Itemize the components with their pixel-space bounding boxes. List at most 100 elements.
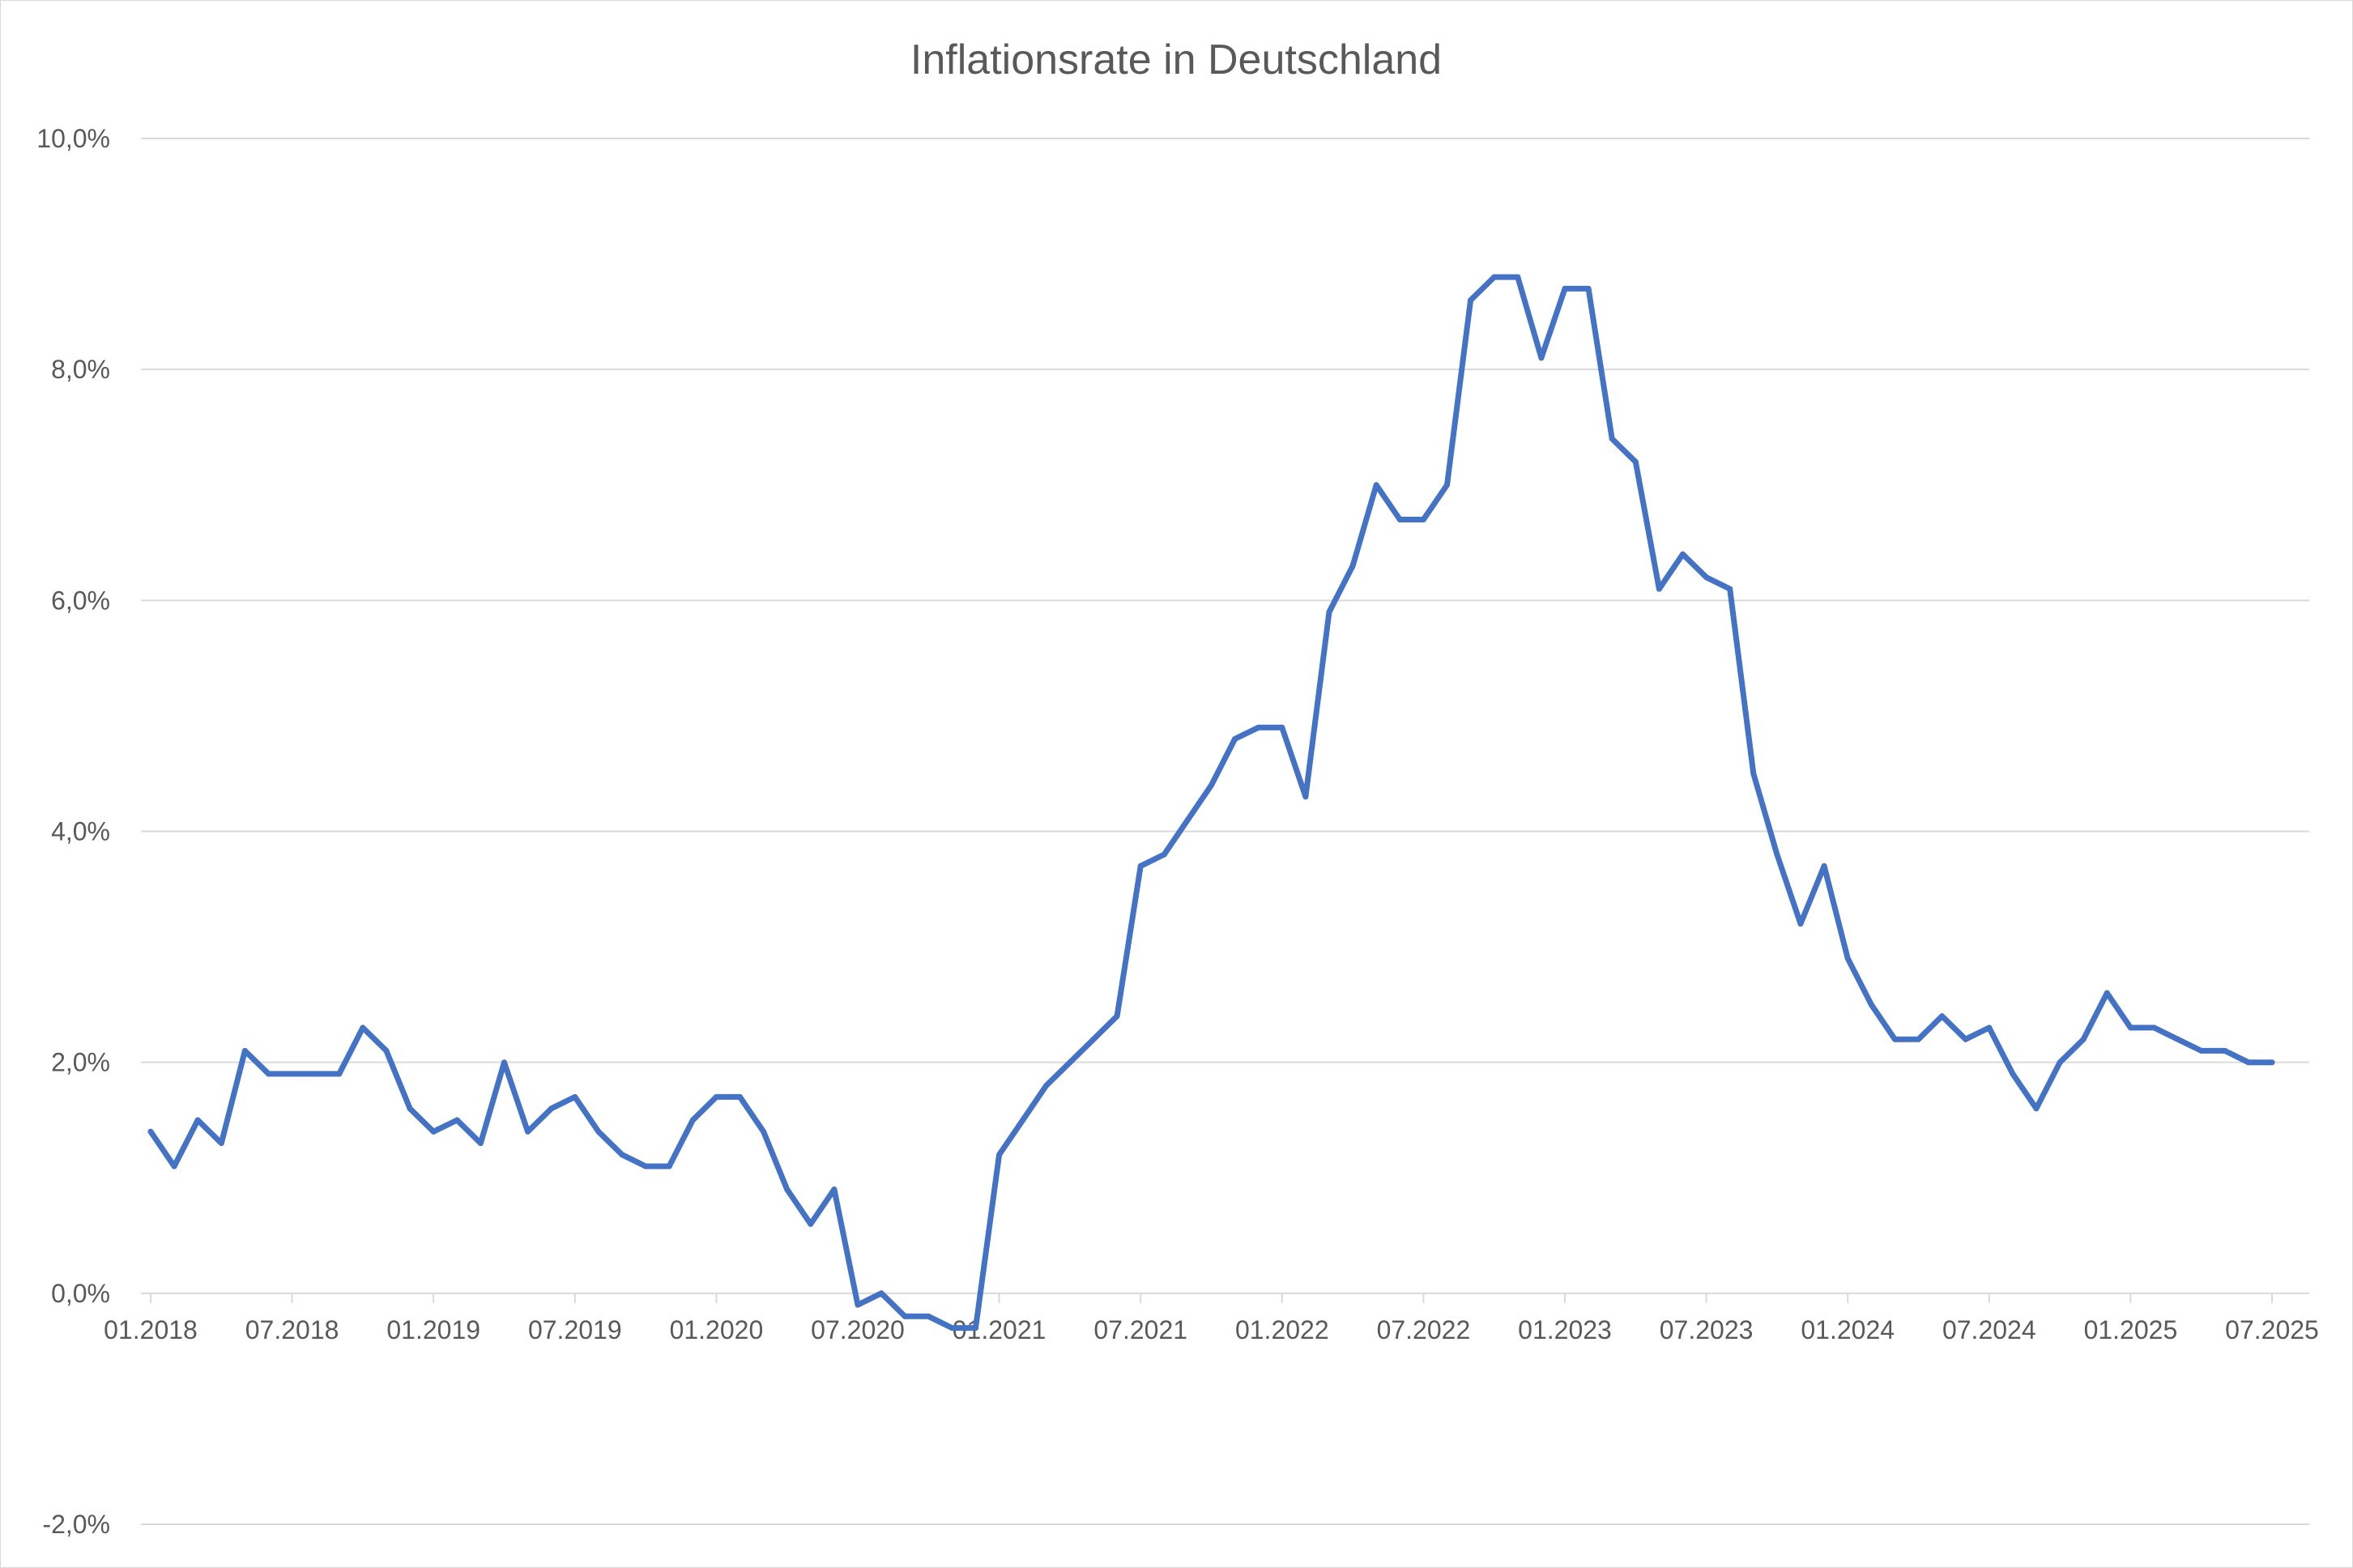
data-point <box>572 1093 578 1100</box>
data-point <box>1562 285 1568 292</box>
data-point <box>1868 1001 1874 1008</box>
data-point <box>784 1187 791 1192</box>
data-point <box>336 1071 343 1077</box>
data-point <box>1680 551 1686 557</box>
data-point <box>1515 274 1521 280</box>
data-point <box>2104 990 2110 996</box>
x-tick-label: 07.2023 <box>1660 1315 1754 1344</box>
data-point <box>1609 436 1615 442</box>
data-point <box>1891 1036 1898 1042</box>
data-point <box>525 1128 531 1135</box>
data-point <box>1750 770 1757 777</box>
data-point <box>878 1290 885 1297</box>
data-point <box>1067 1059 1073 1066</box>
y-tick-label: 2,0% <box>51 1048 110 1077</box>
data-point <box>1585 285 1592 292</box>
data-point <box>619 1152 625 1158</box>
series-layer <box>147 274 2275 1332</box>
data-point <box>1632 458 1639 465</box>
data-point <box>948 1325 955 1332</box>
data-point <box>1302 794 1309 800</box>
data-point <box>1373 482 1379 488</box>
y-tick-label: 6,0% <box>51 586 110 615</box>
data-point <box>1986 1025 1993 1031</box>
data-point <box>2057 1059 2063 1066</box>
x-tick-label: 07.2024 <box>1942 1315 2036 1344</box>
data-point <box>2198 1047 2205 1054</box>
x-tick-label: 07.2025 <box>2225 1315 2319 1344</box>
x-tick-label: 01.2025 <box>2084 1315 2178 1344</box>
data-point <box>313 1071 319 1077</box>
data-point <box>2269 1059 2275 1066</box>
data-point <box>2010 1071 2016 1077</box>
data-point <box>996 1152 1003 1158</box>
data-point <box>1538 355 1545 361</box>
data-point <box>2080 1036 2087 1042</box>
x-tick-label: 07.2018 <box>245 1315 339 1344</box>
data-point <box>289 1071 296 1077</box>
data-point <box>689 1117 696 1123</box>
data-point <box>454 1117 460 1123</box>
data-point <box>360 1025 366 1031</box>
data-point <box>1703 574 1710 581</box>
data-point <box>1468 297 1474 304</box>
data-point <box>1821 863 1827 869</box>
data-point <box>1232 735 1238 742</box>
data-point <box>171 1163 177 1170</box>
data-point <box>1114 1013 1120 1020</box>
data-point <box>855 1302 861 1308</box>
x-tick-label: 07.2022 <box>1377 1315 1471 1344</box>
y-tick-label: 8,0% <box>51 355 110 384</box>
chart-title: Inflationsrate in Deutschland <box>910 36 1442 83</box>
data-point <box>737 1093 743 1100</box>
data-point <box>925 1313 931 1319</box>
x-axis-labels: 01.2018 07.2018 01.2019 07.2019 01.2020 07.20… <box>104 1315 2319 1344</box>
x-tick-label: 07.2019 <box>528 1315 622 1344</box>
x-axis <box>141 1292 2309 1303</box>
data-point <box>973 1325 978 1332</box>
data-point <box>1208 782 1214 788</box>
data-point <box>1255 724 1262 731</box>
y-tick-label: 10,0% <box>36 124 110 153</box>
data-point <box>1797 921 1804 927</box>
data-point <box>548 1106 555 1112</box>
data-point <box>1491 274 1498 280</box>
data-point <box>147 1128 154 1135</box>
x-tick-label: 01.2024 <box>1801 1315 1895 1344</box>
data-point <box>2175 1036 2181 1042</box>
data-point <box>266 1071 271 1077</box>
data-point <box>383 1047 390 1054</box>
x-tick-label: 07.2021 <box>1093 1315 1187 1344</box>
data-point <box>1137 863 1144 869</box>
series-line-0 <box>147 274 2275 1332</box>
data-point <box>218 1140 224 1146</box>
data-point <box>2222 1047 2228 1054</box>
data-point <box>1727 586 1733 592</box>
y-tick-label: -2,0% <box>42 1510 110 1539</box>
data-point <box>1844 955 1851 961</box>
data-point <box>1161 851 1167 858</box>
data-point <box>501 1059 507 1066</box>
data-point <box>1090 1036 1097 1042</box>
data-point <box>831 1187 838 1192</box>
x-tick-label: 01.2020 <box>670 1315 764 1344</box>
y-tick-label: 4,0% <box>51 817 110 846</box>
y-axis-labels: 10,0% 8,0% 6,0% 4,0% 2,0% 0,0% -2,0% <box>36 124 110 1539</box>
data-point <box>1916 1036 1921 1042</box>
data-point <box>477 1140 484 1146</box>
data-point <box>1444 482 1450 488</box>
x-tick-label: 01.2018 <box>104 1315 198 1344</box>
data-point <box>1349 563 1356 569</box>
data-point <box>1279 724 1285 731</box>
x-tick-label: 07.2020 <box>811 1315 905 1344</box>
data-point <box>808 1221 814 1227</box>
data-point <box>2127 1025 2133 1031</box>
x-tick-label: 01.2022 <box>1235 1315 1329 1344</box>
data-point <box>407 1106 413 1112</box>
data-point <box>2245 1059 2252 1066</box>
data-point <box>1963 1036 1969 1042</box>
data-point <box>1396 517 1403 522</box>
data-point <box>761 1128 767 1135</box>
